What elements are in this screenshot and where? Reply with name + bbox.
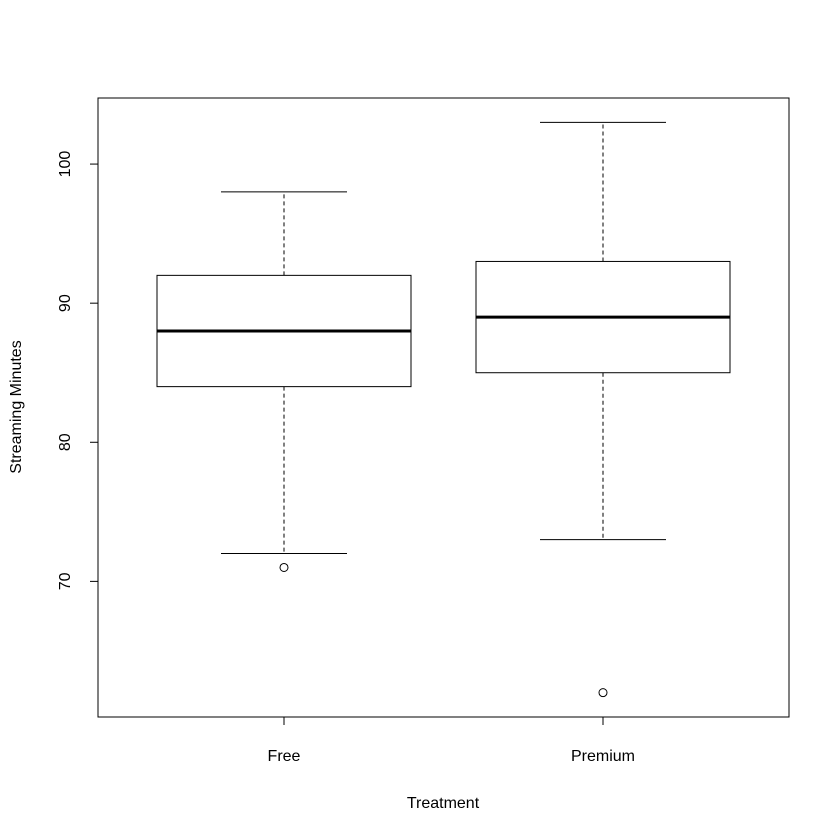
x-tick-label-premium: Premium [571,748,635,765]
y-tick-label: 90 [57,294,74,312]
x-tick-label-free: Free [268,748,301,765]
outlier-point-free [279,562,289,572]
y-tick-label: 70 [57,572,74,590]
x-axis-label: Treatment [407,795,480,812]
plot-area: 70 80 90 100 Free Premium [57,97,790,765]
y-axis-label: Streaming Minutes [8,340,25,473]
outlier-point-premium [598,688,608,698]
plot-frame [97,97,790,718]
y-tick-label: 100 [57,151,74,178]
y-tick-label: 80 [57,433,74,451]
